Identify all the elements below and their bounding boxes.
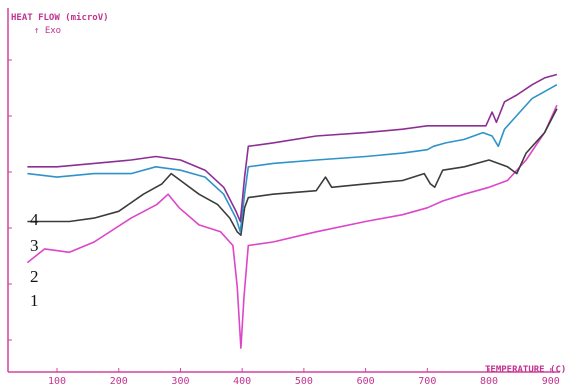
x-tick-label: 300	[171, 376, 189, 387]
series-line-4	[27, 73, 558, 223]
curve-label-2: 2	[30, 267, 39, 286]
series-line-3	[27, 84, 558, 233]
series-line-2	[27, 108, 558, 236]
x-tick-label: 700	[418, 376, 436, 387]
x-tick-label: 400	[233, 376, 251, 387]
exo-direction-label: ↑ Exo	[34, 26, 61, 36]
series-line-1	[26, 104, 558, 349]
x-tick-label: 100	[48, 376, 66, 387]
curve-label-3: 3	[30, 236, 39, 255]
x-tick-label: 800	[480, 376, 498, 387]
x-ticks: 100 200 300 400 500 600 700 800 900	[48, 368, 560, 387]
curve-label-4: 4	[30, 210, 39, 229]
y-axis-title: HEAT FLOW (microV)	[11, 12, 109, 23]
y-ticks	[8, 59, 12, 341]
x-tick-label: 600	[357, 376, 375, 387]
series-lines	[26, 73, 558, 349]
x-axis-title: TEMPERATURE (C)	[485, 365, 566, 375]
x-tick-label: 200	[110, 376, 128, 387]
curve-label-1: 1	[30, 291, 39, 310]
x-tick-label: 500	[295, 376, 313, 387]
x-tick-label: 900	[542, 376, 560, 387]
